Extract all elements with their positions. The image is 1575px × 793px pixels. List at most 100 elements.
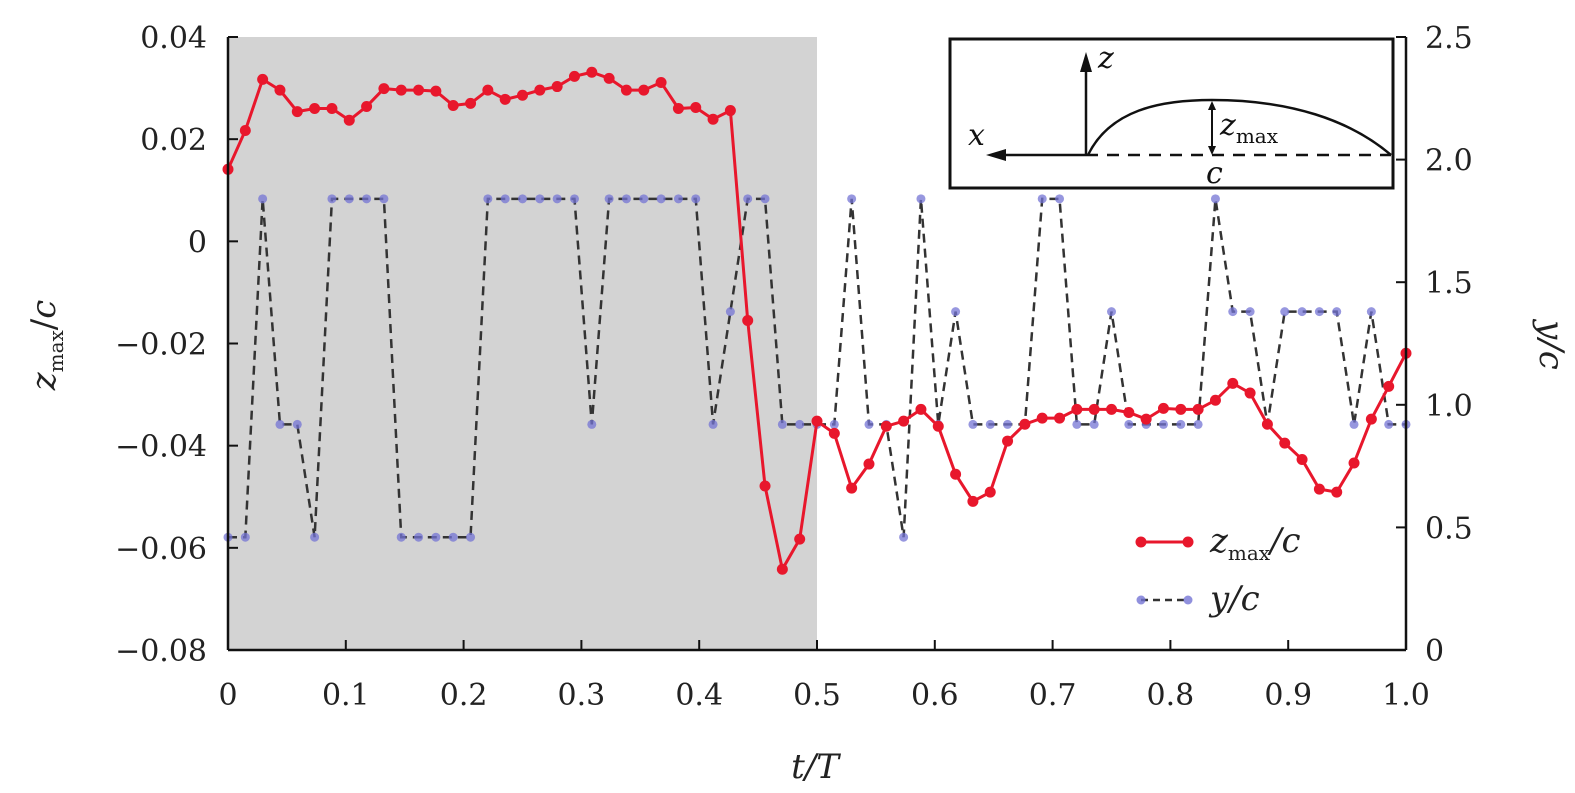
data-point (535, 194, 545, 204)
data-point (1331, 486, 1343, 498)
shaded-region (228, 37, 817, 650)
data-point (569, 194, 579, 204)
x-tick-label: 1.0 (1382, 678, 1430, 713)
data-point (275, 419, 285, 429)
data-point (1175, 403, 1187, 415)
data-point (568, 70, 580, 82)
data-point (1245, 307, 1255, 317)
data-point (465, 97, 477, 109)
x-tick-label: 0.3 (558, 678, 606, 713)
y-left-tick-label: 0 (188, 225, 207, 260)
x-tick-label: 0.8 (1147, 678, 1195, 713)
data-point (1348, 457, 1360, 469)
data-point (344, 194, 354, 204)
data-point (725, 307, 735, 317)
data-point (880, 420, 892, 432)
data-point (1228, 307, 1238, 317)
data-point (811, 415, 823, 427)
legend-item-zmax: zmax/c (1135, 521, 1301, 565)
data-point (551, 81, 563, 93)
y-right-tick-label: 2.0 (1425, 144, 1473, 179)
data-point (742, 315, 754, 327)
x-tick-label: 0.5 (793, 678, 841, 713)
data-point (396, 532, 406, 542)
data-point (673, 194, 683, 204)
inset-c-label: c (1206, 156, 1223, 191)
data-point (759, 480, 771, 492)
data-point (1261, 418, 1273, 430)
data-point (361, 100, 373, 112)
svg-text:zmax/c: zmax/c (24, 300, 68, 392)
data-point (447, 99, 459, 111)
data-point (1036, 412, 1048, 424)
data-point (656, 194, 666, 204)
data-point (1296, 453, 1308, 465)
data-point (1297, 307, 1307, 317)
data-point (395, 84, 407, 96)
data-point (846, 482, 858, 494)
data-point (1157, 402, 1169, 414)
data-point (274, 84, 286, 96)
data-point (1071, 403, 1083, 415)
data-point (1107, 307, 1117, 317)
data-point (448, 532, 458, 542)
data-point (603, 72, 615, 84)
data-point (916, 194, 926, 204)
data-point (1106, 403, 1118, 415)
data-point (1019, 418, 1031, 430)
data-point (620, 84, 632, 96)
data-point (1209, 394, 1221, 406)
data-point (1176, 419, 1186, 429)
x-tick-label: 0.6 (911, 678, 959, 713)
series-yc (223, 194, 1411, 542)
data-point (1054, 412, 1066, 424)
y-left-axis-title: zmax/c (24, 300, 68, 392)
data-point (310, 532, 320, 542)
x-tick-label: 0.7 (1029, 678, 1077, 713)
data-point (604, 194, 614, 204)
data-point (690, 101, 702, 113)
data-point (760, 194, 770, 204)
data-point (239, 124, 251, 136)
data-point (1383, 380, 1395, 392)
inset-z-arrow-icon (1080, 52, 1092, 72)
data-point (1314, 307, 1324, 317)
data-point (552, 194, 562, 204)
x-tick-label: 0 (218, 678, 237, 713)
data-point (864, 419, 874, 429)
y-right-tick-label: 1.0 (1425, 389, 1473, 424)
tick-labels: 0 0.1 0.2 0.3 0.4 0.5 0.6 0.7 0.8 0.9 1.0 0.04 0.02 0… (115, 21, 1473, 713)
data-point (362, 194, 372, 204)
inset-airfoil-curve (1086, 98, 1392, 156)
data-point (985, 419, 995, 429)
x-axis-title: t/T (791, 747, 841, 787)
inset-x-arrow-icon (986, 149, 1006, 161)
data-point (1124, 419, 1134, 429)
data-point (327, 194, 337, 204)
data-point (950, 468, 962, 480)
legend: zmax/c y/c (1135, 521, 1301, 619)
data-point (1193, 419, 1203, 429)
inset-zmax-label: zmax (1219, 108, 1279, 148)
data-point (1089, 419, 1099, 429)
data-point (967, 495, 979, 507)
legend-item-yc: y/c (1136, 579, 1260, 619)
y-right-axis-title: y/c (1531, 318, 1571, 370)
data-point (951, 307, 961, 317)
data-point (343, 114, 355, 126)
y-left-tick-label: 0.02 (140, 123, 207, 158)
data-point (776, 563, 788, 575)
y-left-tick-label: −0.04 (115, 430, 207, 465)
svg-text:zmax/c: zmax/c (1209, 521, 1301, 565)
data-point (586, 66, 598, 78)
inset-x-label: x (968, 118, 985, 153)
data-point (984, 486, 996, 498)
data-point (777, 419, 787, 429)
data-point (1279, 437, 1291, 449)
data-point (291, 106, 303, 118)
data-point (932, 420, 944, 432)
x-tick-label: 0.4 (675, 678, 723, 713)
data-point (1313, 483, 1325, 495)
data-point (483, 194, 493, 204)
